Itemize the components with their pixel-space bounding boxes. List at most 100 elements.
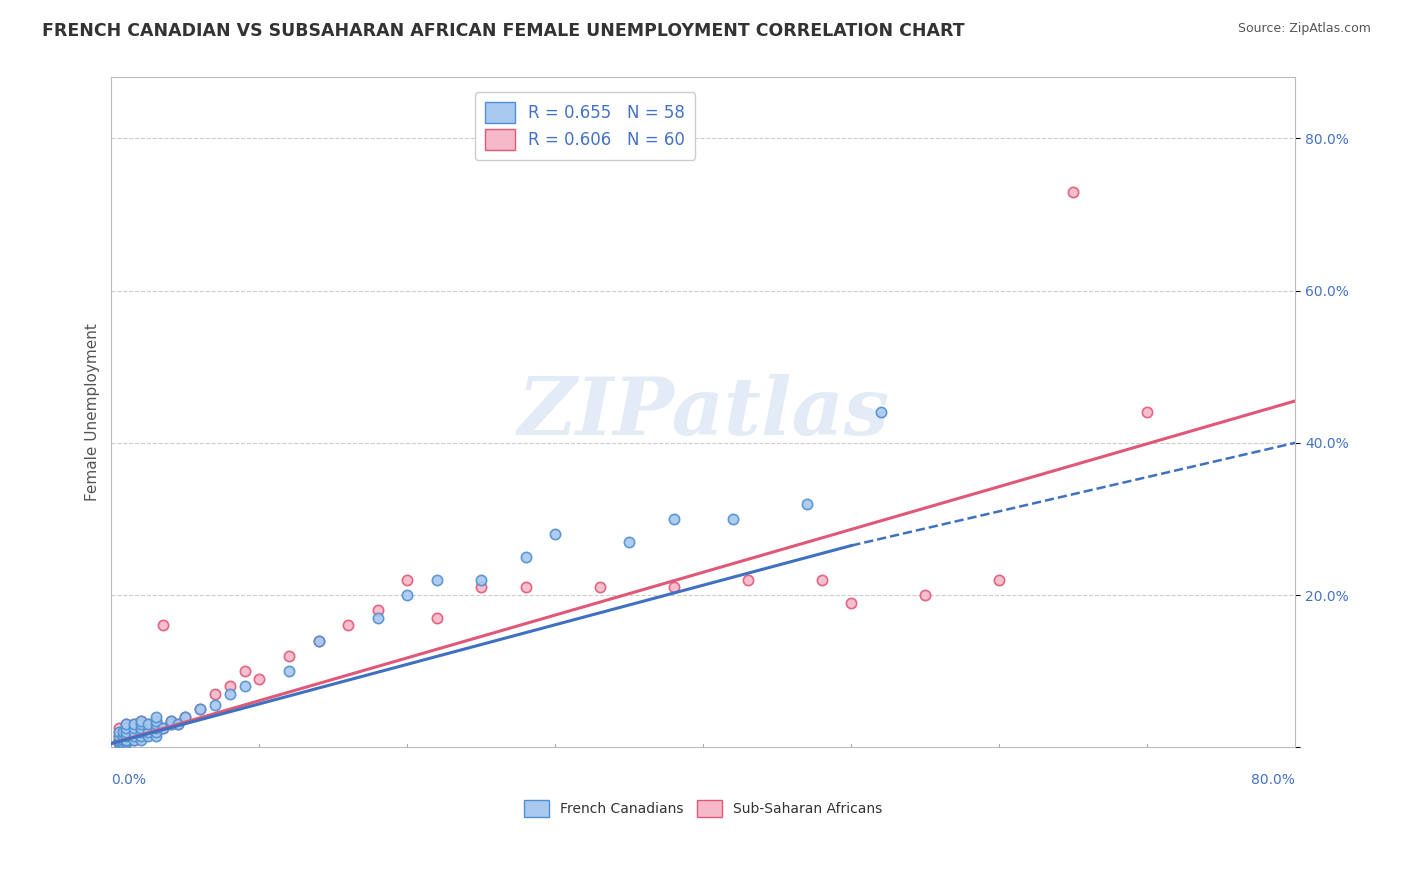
- Point: [662, 512, 685, 526]
- Point: [145, 725, 167, 739]
- Point: [145, 717, 167, 731]
- Point: [145, 714, 167, 728]
- Point: [129, 725, 152, 739]
- Point: [914, 588, 936, 602]
- Point: [108, 732, 131, 747]
- Point: [396, 588, 419, 602]
- Point: [129, 717, 152, 731]
- Point: [278, 648, 301, 663]
- Point: [145, 710, 167, 724]
- Point: [122, 725, 145, 739]
- Point: [152, 618, 174, 632]
- Point: [159, 717, 181, 731]
- Point: [721, 512, 744, 526]
- Point: [122, 732, 145, 747]
- Point: [337, 618, 360, 632]
- Point: [112, 729, 135, 743]
- Point: [138, 717, 160, 731]
- Point: [129, 729, 152, 743]
- Point: [112, 725, 135, 739]
- Point: [115, 734, 138, 748]
- Point: [515, 581, 537, 595]
- Point: [839, 596, 862, 610]
- Text: 80.0%: 80.0%: [1251, 773, 1295, 787]
- Point: [218, 687, 240, 701]
- Point: [115, 732, 138, 747]
- Point: [129, 732, 152, 747]
- Point: [108, 736, 131, 750]
- Point: [662, 581, 685, 595]
- Point: [1062, 185, 1084, 199]
- Point: [115, 717, 138, 731]
- Point: [108, 736, 131, 750]
- Point: [122, 717, 145, 731]
- Point: [108, 734, 131, 748]
- Point: [204, 687, 226, 701]
- Point: [115, 725, 138, 739]
- Point: [159, 714, 181, 728]
- Point: [204, 698, 226, 713]
- Point: [174, 710, 197, 724]
- Point: [122, 729, 145, 743]
- Point: [112, 736, 135, 750]
- Point: [112, 736, 135, 750]
- Point: [278, 664, 301, 678]
- Point: [129, 714, 152, 728]
- Point: [145, 721, 167, 735]
- Point: [138, 729, 160, 743]
- Point: [122, 732, 145, 747]
- Point: [308, 633, 330, 648]
- Point: [115, 717, 138, 731]
- Point: [108, 732, 131, 747]
- Point: [145, 721, 167, 735]
- Point: [167, 717, 190, 731]
- Point: [108, 725, 131, 739]
- Point: [159, 714, 181, 728]
- Point: [988, 573, 1011, 587]
- Y-axis label: Female Unemployment: Female Unemployment: [86, 324, 100, 501]
- Point: [138, 725, 160, 739]
- Point: [112, 729, 135, 743]
- Point: [115, 732, 138, 747]
- Point: [115, 721, 138, 735]
- Point: [515, 549, 537, 564]
- Point: [145, 729, 167, 743]
- Point: [145, 714, 167, 728]
- Point: [115, 736, 138, 750]
- Point: [188, 702, 211, 716]
- Point: [108, 725, 131, 739]
- Point: [396, 573, 419, 587]
- Point: [108, 721, 131, 735]
- Point: [308, 633, 330, 648]
- Point: [129, 725, 152, 739]
- Point: [367, 611, 389, 625]
- Point: [129, 729, 152, 743]
- Point: [112, 732, 135, 747]
- Point: [122, 721, 145, 735]
- Point: [108, 729, 131, 743]
- Point: [589, 581, 612, 595]
- Point: [138, 717, 160, 731]
- Point: [367, 603, 389, 617]
- Point: [145, 717, 167, 731]
- Text: 0.0%: 0.0%: [111, 773, 146, 787]
- Point: [115, 721, 138, 735]
- Point: [115, 734, 138, 748]
- Point: [108, 729, 131, 743]
- Point: [122, 725, 145, 739]
- Point: [138, 721, 160, 735]
- Point: [1136, 405, 1159, 419]
- Point: [138, 725, 160, 739]
- Point: [129, 721, 152, 735]
- Text: ZIPatlas: ZIPatlas: [517, 374, 890, 451]
- Point: [247, 672, 270, 686]
- Point: [426, 573, 449, 587]
- Point: [129, 717, 152, 731]
- Point: [810, 573, 832, 587]
- Point: [159, 717, 181, 731]
- Point: [167, 717, 190, 731]
- Point: [115, 725, 138, 739]
- Point: [233, 664, 256, 678]
- Point: [145, 725, 167, 739]
- Point: [870, 405, 893, 419]
